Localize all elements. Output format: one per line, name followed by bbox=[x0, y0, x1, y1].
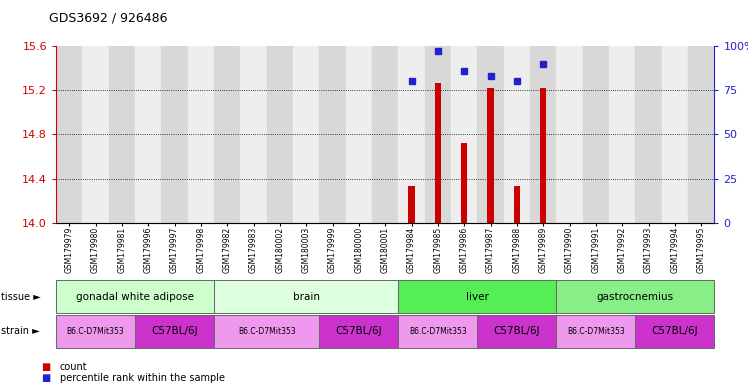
Bar bbox=[662, 46, 688, 223]
Bar bbox=[267, 46, 293, 223]
Text: count: count bbox=[60, 362, 88, 372]
Text: gonadal white adipose: gonadal white adipose bbox=[76, 291, 194, 302]
Bar bbox=[635, 46, 662, 223]
Bar bbox=[293, 46, 319, 223]
Bar bbox=[162, 46, 188, 223]
Bar bbox=[540, 88, 547, 223]
Text: B6.C-D7Mit353: B6.C-D7Mit353 bbox=[409, 327, 467, 336]
Text: C57BL/6J: C57BL/6J bbox=[494, 326, 540, 336]
Text: B6.C-D7Mit353: B6.C-D7Mit353 bbox=[67, 327, 124, 336]
Bar bbox=[346, 46, 372, 223]
Bar bbox=[188, 46, 214, 223]
Text: C57BL/6J: C57BL/6J bbox=[336, 326, 382, 336]
Text: ■: ■ bbox=[41, 362, 50, 372]
Text: B6.C-D7Mit353: B6.C-D7Mit353 bbox=[567, 327, 625, 336]
Bar bbox=[82, 46, 108, 223]
Bar bbox=[557, 46, 583, 223]
Bar bbox=[451, 46, 477, 223]
Bar bbox=[408, 186, 415, 223]
Text: strain ►: strain ► bbox=[1, 326, 40, 336]
Bar bbox=[425, 46, 451, 223]
Bar bbox=[372, 46, 399, 223]
Text: gastrocnemius: gastrocnemius bbox=[597, 291, 674, 302]
Bar bbox=[583, 46, 609, 223]
Text: liver: liver bbox=[466, 291, 488, 302]
Bar bbox=[435, 83, 441, 223]
Text: percentile rank within the sample: percentile rank within the sample bbox=[60, 373, 225, 383]
Text: tissue ►: tissue ► bbox=[1, 291, 41, 302]
Text: GDS3692 / 926486: GDS3692 / 926486 bbox=[49, 12, 167, 25]
Bar bbox=[240, 46, 267, 223]
Bar bbox=[108, 46, 135, 223]
Text: C57BL/6J: C57BL/6J bbox=[151, 326, 198, 336]
Text: C57BL/6J: C57BL/6J bbox=[652, 326, 698, 336]
Bar bbox=[399, 46, 425, 223]
Bar bbox=[503, 46, 530, 223]
Bar bbox=[319, 46, 346, 223]
Bar bbox=[461, 143, 468, 223]
Bar bbox=[56, 46, 82, 223]
Bar bbox=[487, 88, 494, 223]
Bar bbox=[477, 46, 503, 223]
Bar bbox=[530, 46, 557, 223]
Bar bbox=[135, 46, 162, 223]
Bar bbox=[609, 46, 635, 223]
Bar bbox=[688, 46, 714, 223]
Bar bbox=[214, 46, 240, 223]
Text: ■: ■ bbox=[41, 373, 50, 383]
Bar bbox=[514, 186, 520, 223]
Text: B6.C-D7Mit353: B6.C-D7Mit353 bbox=[238, 327, 295, 336]
Text: brain: brain bbox=[292, 291, 319, 302]
